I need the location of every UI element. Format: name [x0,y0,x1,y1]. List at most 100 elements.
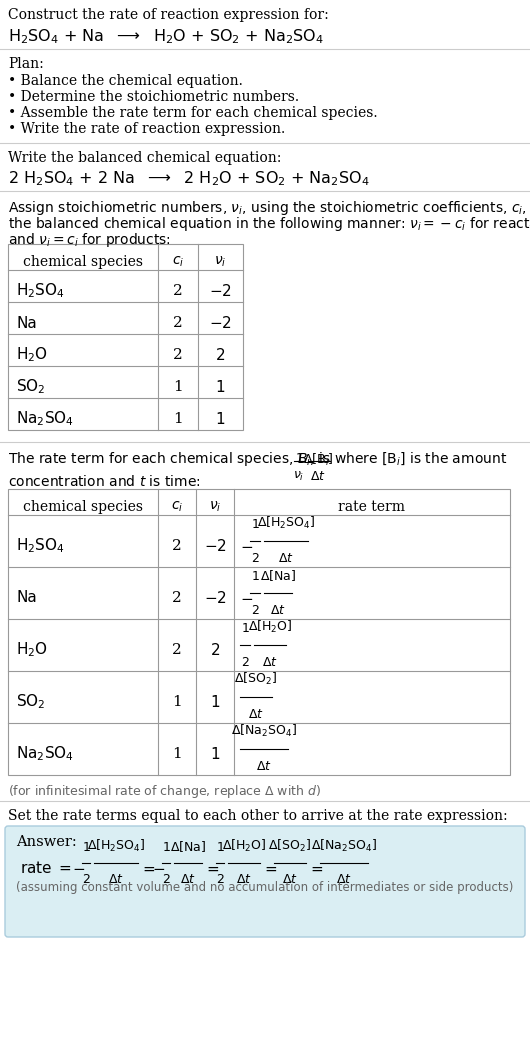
Text: $\Delta t$: $\Delta t$ [278,552,294,565]
Bar [8,488,510,775]
Text: $\nu_i$: $\nu_i$ [209,500,221,515]
Text: $\Delta t$: $\Delta t$ [108,873,124,886]
Text: $\nu_i$: $\nu_i$ [214,255,227,269]
Text: • Assemble the rate term for each chemical species.: • Assemble the rate term for each chemic… [8,106,377,120]
Text: $2$: $2$ [241,656,249,669]
Text: rate term: rate term [339,500,405,514]
Text: $2$: $2$ [162,873,170,886]
Text: $=$: $=$ [204,861,220,876]
Text: 2 $\mathregular{H_2SO_4}$ + 2 Na  $\longrightarrow$  2 $\mathregular{H_2O}$ + $\: 2 $\mathregular{H_2SO_4}$ + 2 Na $\longr… [8,169,370,187]
Text: $\mathregular{Na_2SO_4}$: $\mathregular{Na_2SO_4}$ [16,410,74,429]
Text: $\Delta t$: $\Delta t$ [262,656,278,669]
Text: $\Delta t$: $\Delta t$ [336,873,352,886]
Text: 1: 1 [173,380,183,394]
Text: $1$: $1$ [162,841,170,854]
Text: $\Delta t$: $\Delta t$ [180,873,196,886]
Text: $-2$: $-2$ [204,538,226,554]
Text: rate $=$: rate $=$ [20,860,72,876]
Text: the balanced chemical equation in the following manner: $\nu_i = -c_i$ for react: the balanced chemical equation in the fo… [8,215,530,233]
Text: Na: Na [16,591,37,606]
Text: 2: 2 [172,643,182,657]
Text: 2: 2 [173,316,183,329]
Text: $\mathregular{H_2SO_4}$: $\mathregular{H_2SO_4}$ [16,537,65,555]
Text: $\Delta t$: $\Delta t$ [310,470,326,483]
Text: $c_i$: $c_i$ [171,500,183,515]
Text: 1: 1 [173,412,183,426]
Text: (assuming constant volume and no accumulation of intermediates or side products): (assuming constant volume and no accumul… [16,881,514,894]
Text: $1$: $1$ [210,746,220,761]
FancyBboxPatch shape [5,826,525,937]
Text: $-$: $-$ [72,861,85,876]
Text: $1$: $1$ [82,841,91,854]
Text: Na: Na [16,316,37,331]
Text: $\Delta[\mathrm{SO_2}]$: $\Delta[\mathrm{SO_2}]$ [269,838,312,854]
Text: $\mathregular{SO_2}$: $\mathregular{SO_2}$ [16,692,46,711]
Text: Assign stoichiometric numbers, $\nu_i$, using the stoichiometric coefficients, $: Assign stoichiometric numbers, $\nu_i$, … [8,199,530,217]
Text: • Write the rate of reaction expression.: • Write the rate of reaction expression. [8,122,285,136]
Text: $\Delta[\mathrm{SO_2}]$: $\Delta[\mathrm{SO_2}]$ [234,670,278,687]
Text: $1$: $1$ [215,379,226,395]
Text: 2: 2 [172,539,182,553]
Text: $\mathregular{H_2O}$: $\mathregular{H_2O}$ [16,640,48,659]
Text: $\nu_i$: $\nu_i$ [293,470,305,483]
Text: $1$: $1$ [295,452,303,465]
Text: 1: 1 [172,747,182,761]
Text: The rate term for each chemical species, $B_i$, is: The rate term for each chemical species,… [8,450,331,468]
Text: $-$: $-$ [240,539,253,553]
Text: $\mathregular{Na_2SO_4}$: $\mathregular{Na_2SO_4}$ [16,745,74,764]
Text: $\mathregular{SO_2}$: $\mathregular{SO_2}$ [16,378,46,396]
Text: $\mathregular{H_2O}$: $\mathregular{H_2O}$ [16,345,48,364]
Text: $\Delta t$: $\Delta t$ [282,873,298,886]
Text: $2$: $2$ [82,873,90,886]
Text: $1$: $1$ [216,841,224,854]
Text: 2: 2 [173,348,183,362]
Text: 2: 2 [173,285,183,298]
Text: and $\nu_i = c_i$ for products:: and $\nu_i = c_i$ for products: [8,231,171,249]
Text: where $[\mathrm{B}_i]$ is the amount: where $[\mathrm{B}_i]$ is the amount [334,450,507,467]
Text: $\Delta[\mathrm{H_2O}]$: $\Delta[\mathrm{H_2O}]$ [248,619,292,635]
Text: $\mathregular{H_2SO_4}$: $\mathregular{H_2SO_4}$ [16,281,65,300]
Text: $2$: $2$ [210,642,220,658]
Text: $\Delta t$: $\Delta t$ [270,604,286,617]
Text: 1: 1 [172,695,182,709]
Text: $\Delta t$: $\Delta t$ [236,873,252,886]
Text: $\Delta[\mathrm{B}_i]$: $\Delta[\mathrm{B}_i]$ [303,452,333,469]
Text: $\Delta[\mathrm{Na}]$: $\Delta[\mathrm{Na}]$ [170,839,206,854]
Text: • Determine the stoichiometric numbers.: • Determine the stoichiometric numbers. [8,90,299,104]
Text: $-2$: $-2$ [209,315,232,331]
Text: $1$: $1$ [251,518,259,531]
Text: $\Delta[\mathrm{H_2O}]$: $\Delta[\mathrm{H_2O}]$ [222,838,266,854]
Text: Plan:: Plan: [8,56,44,71]
Text: $\mathregular{H_2SO_4}$ + Na  $\longrightarrow$  $\mathregular{H_2O}$ + $\mathre: $\mathregular{H_2SO_4}$ + Na $\longright… [8,27,324,46]
Text: $\Delta t$: $\Delta t$ [248,708,264,721]
Text: $2$: $2$ [251,552,259,565]
Text: $=$: $=$ [262,861,278,876]
Text: Set the rate terms equal to each other to arrive at the rate expression:: Set the rate terms equal to each other t… [8,809,508,823]
Text: $\Delta[\mathrm{Na_2SO_4}]$: $\Delta[\mathrm{Na_2SO_4}]$ [311,838,377,854]
Text: $1$: $1$ [215,411,226,427]
Text: $\Delta[\mathrm{Na_2SO_4}]$: $\Delta[\mathrm{Na_2SO_4}]$ [231,723,297,740]
Bar [8,244,243,430]
Text: $\Delta t$: $\Delta t$ [256,760,272,773]
Text: chemical species: chemical species [23,500,143,514]
Text: 2: 2 [172,591,182,605]
Text: (for infinitesimal rate of change, replace $\Delta$ with $d$): (for infinitesimal rate of change, repla… [8,783,321,800]
Text: $-2$: $-2$ [209,283,232,299]
Text: $\Delta[\mathrm{H_2SO_4}]$: $\Delta[\mathrm{H_2SO_4}]$ [257,515,315,531]
Text: $=$: $=$ [308,861,324,876]
Text: Write the balanced chemical equation:: Write the balanced chemical equation: [8,151,281,165]
Text: chemical species: chemical species [23,255,143,269]
Text: $2$: $2$ [251,604,259,617]
Text: $-$: $-$ [152,861,165,876]
Text: $-$: $-$ [240,591,253,606]
Text: $2$: $2$ [216,873,224,886]
Text: $-2$: $-2$ [204,590,226,606]
Text: $1$: $1$ [251,570,259,583]
Text: $1$: $1$ [241,622,250,635]
Text: $=$: $=$ [140,861,156,876]
Text: • Balance the chemical equation.: • Balance the chemical equation. [8,74,243,88]
Text: $c_i$: $c_i$ [172,255,184,269]
Text: $1$: $1$ [210,693,220,710]
Text: Answer:: Answer: [16,835,77,849]
Text: concentration and $t$ is time:: concentration and $t$ is time: [8,474,201,488]
